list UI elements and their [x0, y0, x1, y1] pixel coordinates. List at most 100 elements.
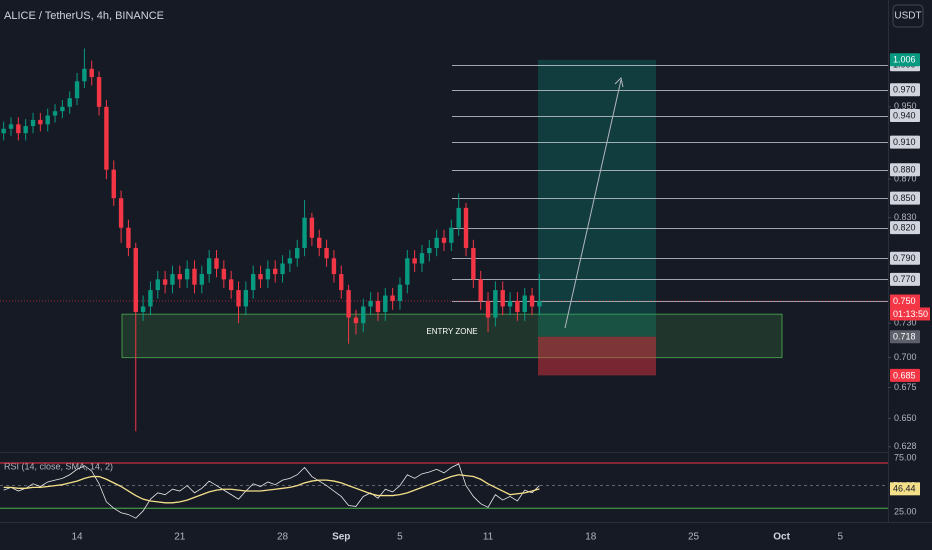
x-tick-label: 28 [277, 532, 289, 543]
candle-body [52, 111, 58, 116]
y-tick-label: 0.650 [894, 413, 917, 423]
x-tick-label: 5 [397, 532, 403, 543]
currency-button[interactable] [892, 4, 924, 28]
level-label: 0.790 [893, 253, 916, 263]
candle-body [324, 247, 329, 259]
candle-body [1, 128, 6, 134]
candle-body [214, 258, 219, 269]
candle-body [236, 290, 241, 307]
last-price-label: 0.750 [893, 296, 916, 306]
y-tick-label: 0.700 [894, 352, 917, 362]
candle-body [258, 274, 263, 280]
entry-badge [890, 330, 920, 344]
x-tick-label: Oct [773, 532, 790, 543]
target-arrowhead [614, 77, 624, 88]
candle-body [38, 119, 43, 125]
candle-body [23, 126, 28, 134]
target-arrow [564, 79, 622, 329]
candle-body [449, 227, 454, 243]
candle-body [184, 268, 190, 280]
rsi-line [3, 463, 540, 519]
candle-body [434, 237, 439, 248]
candle-body [375, 300, 381, 312]
currency-button-label[interactable]: USDT [894, 11, 921, 22]
y-tick-label: 0.730 [894, 318, 917, 328]
level-badge [890, 272, 920, 286]
candle-body [111, 169, 116, 199]
level-label: 0.770 [893, 274, 916, 284]
candle-body [295, 247, 300, 259]
candle-body [162, 279, 168, 285]
candle-body [441, 237, 447, 243]
target-badge [890, 53, 920, 67]
y-tick-label: 0.830 [894, 212, 917, 222]
candle-body [397, 284, 403, 301]
level-badge [890, 135, 920, 149]
countdown-label: 01:13:50 [893, 309, 928, 319]
candle-body [133, 247, 138, 312]
x-tick-label: 25 [688, 532, 700, 543]
candle-body [206, 258, 212, 275]
rsi-title: RSI (14, close, SMA, 14, 2) [4, 461, 113, 471]
candle-body [529, 295, 535, 307]
candle-body [361, 306, 366, 324]
y-tick-label: 0.675 [894, 382, 917, 392]
candle-body [16, 124, 21, 134]
level-badge [890, 109, 920, 123]
x-tick-label: 11 [483, 532, 494, 543]
entry-zone [121, 313, 783, 359]
level-label: 0.940 [893, 110, 916, 120]
stop-badge [890, 368, 920, 382]
stop-label: 0.685 [893, 370, 916, 380]
candle-body [221, 268, 227, 280]
candle-body [419, 253, 425, 264]
candle-body [74, 81, 80, 99]
candle-body [478, 279, 483, 301]
candle-body [30, 119, 36, 127]
candle-body [427, 247, 432, 254]
level-badge [890, 251, 920, 265]
candle-body [199, 274, 205, 285]
candle-body [104, 106, 109, 170]
chart-title: ALICE / TetherUS, 4h, BINANCE [4, 10, 164, 22]
candle-body [140, 306, 146, 312]
candle-body [493, 290, 498, 318]
candle-body [177, 274, 183, 280]
candle-body [456, 207, 461, 228]
candle-body [273, 268, 278, 275]
level-badge [890, 221, 920, 235]
candle-body [155, 279, 160, 291]
x-tick-label: 21 [174, 532, 186, 543]
candle-body [250, 274, 256, 291]
rsi-value-label: 46.44 [893, 484, 916, 494]
entry-label: 0.718 [893, 332, 916, 342]
candle-body [67, 98, 72, 107]
x-tick-label: 5 [838, 532, 844, 543]
rsi-tick-label: 75.00 [894, 452, 917, 462]
candle-body [390, 295, 395, 301]
level-label: 0.850 [893, 193, 916, 203]
candle-body [331, 258, 337, 275]
candle-body [96, 77, 102, 107]
last-price-badge [890, 294, 920, 308]
level-label: 0.970 [893, 85, 916, 95]
candle-body [280, 263, 285, 275]
rsi-line [3, 474, 540, 504]
candle-body [515, 300, 520, 312]
y-tick-label: 0.628 [894, 441, 917, 451]
level-badge [890, 83, 920, 97]
candle-body [537, 300, 542, 307]
x-tick-label: Sep [332, 532, 350, 543]
x-tick-label: 18 [585, 532, 597, 543]
candle-body [412, 258, 417, 264]
candle-body [507, 300, 513, 307]
candle-body [383, 295, 388, 312]
candle-body [302, 217, 307, 248]
candle-body [471, 247, 476, 280]
rsi-tick-label: 25.00 [894, 507, 917, 517]
candle-body [346, 290, 351, 318]
loss-area [538, 336, 656, 376]
candle-body [500, 290, 505, 307]
candle-body [522, 295, 527, 312]
